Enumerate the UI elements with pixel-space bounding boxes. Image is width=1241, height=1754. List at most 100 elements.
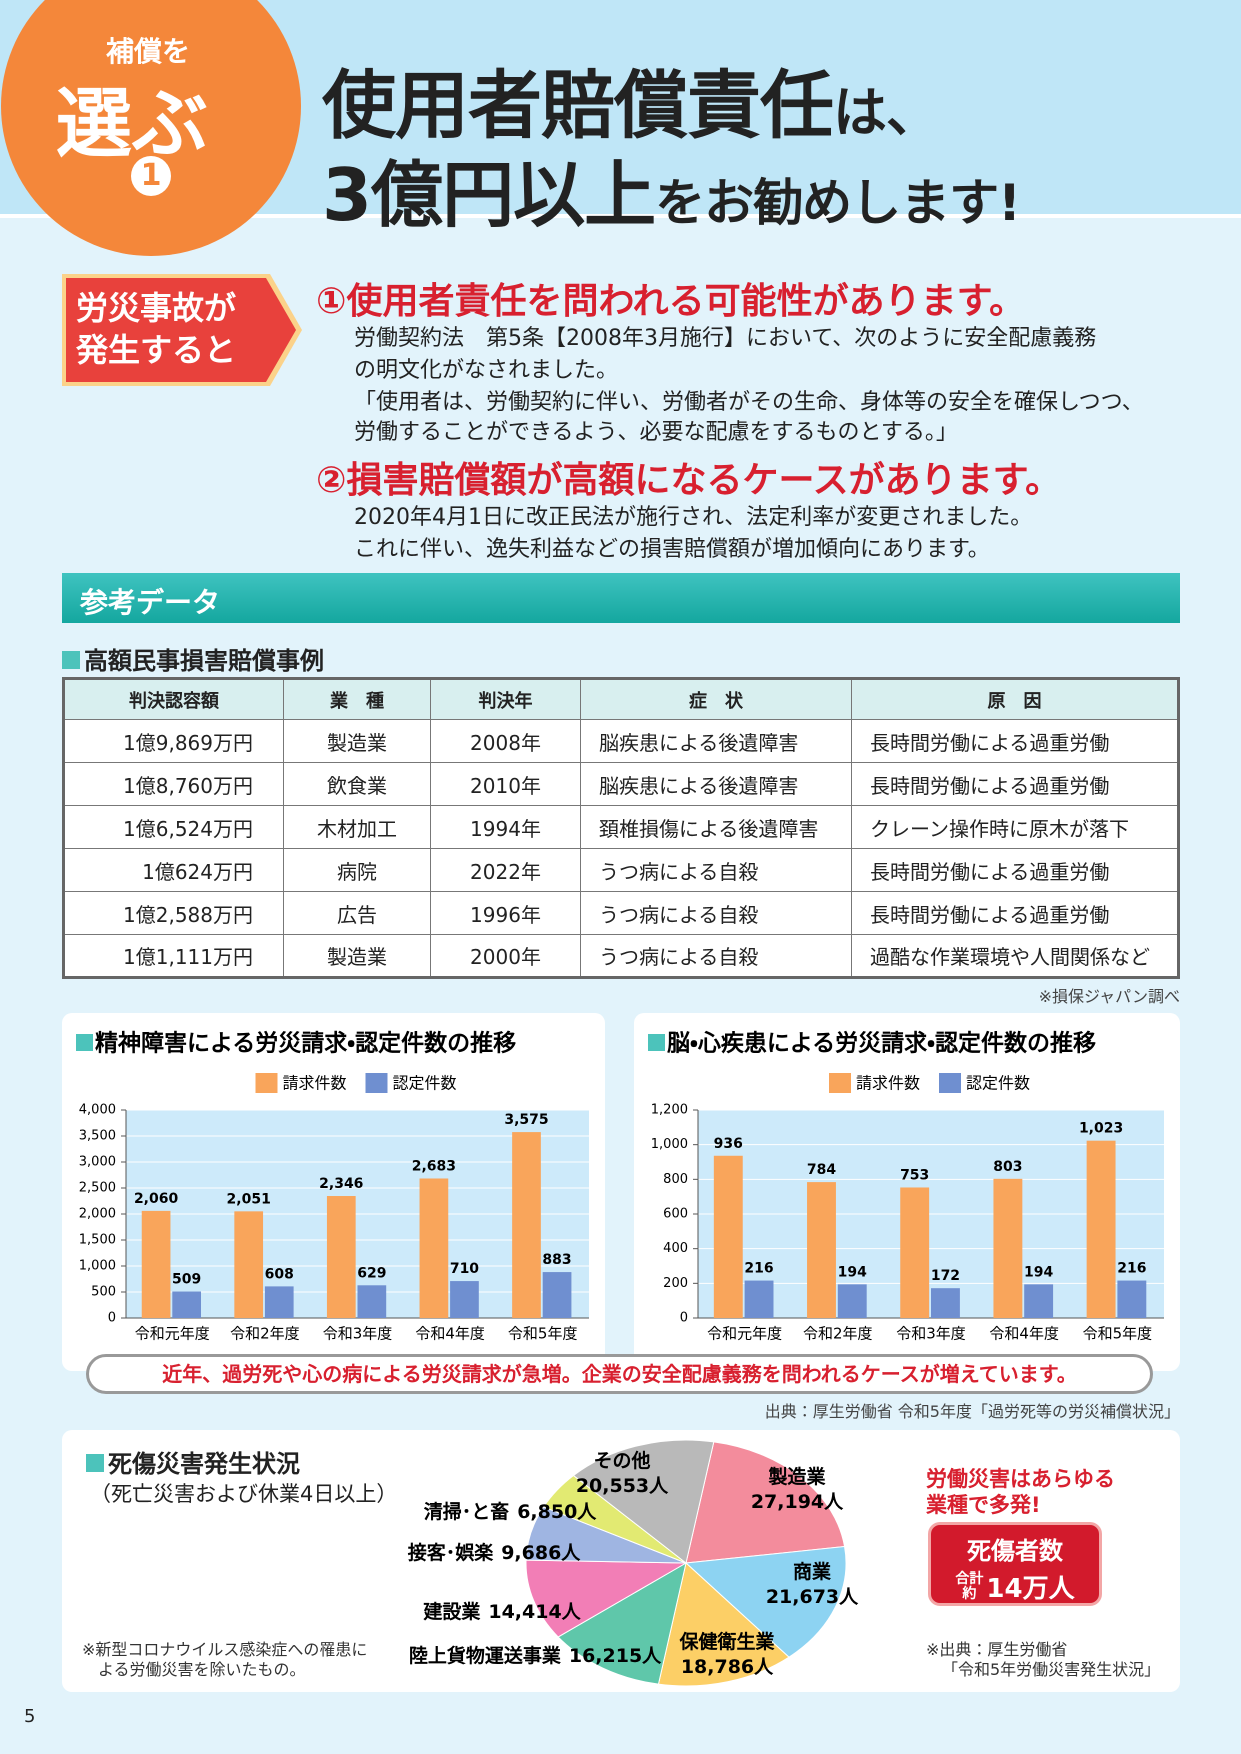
- slice-name: 商業: [793, 1560, 832, 1583]
- header-cell: 業 種: [283, 678, 431, 720]
- table-cell: 製造業: [283, 934, 431, 978]
- value-label: 2,051: [227, 1191, 271, 1207]
- badge-shape: [66, 278, 296, 382]
- y-tick-label: 400: [663, 1241, 688, 1256]
- body-line: 労働することができるよう、必要な配慮をするものとする。」: [354, 420, 958, 445]
- table-cell: 広告: [283, 891, 431, 935]
- slice-value: 20,553人: [576, 1475, 669, 1497]
- slice-value: 21,673人: [766, 1586, 859, 1608]
- body-line: 労働契約法 第5条【2008年3月施行】において、次のように安全配慮義務: [354, 326, 1097, 351]
- x-tick-label: 令和2年度: [230, 1325, 300, 1343]
- square-icon: [86, 1454, 104, 1472]
- table-cell: 1億8,760万円: [63, 762, 284, 806]
- slice-label: 接客･娯楽 9,686人: [408, 1541, 582, 1564]
- chart-panel: 脳・心疾患による労災請求・認定件数の推移 請求件数 認定件数 0 200 400 600 80…: [634, 1013, 1180, 1371]
- badge-text: 労災事故が: [76, 289, 236, 327]
- point-heading: ②損害賠償額が高額になるケースがあります。: [316, 460, 1062, 501]
- prefix-bottom: 約: [962, 1585, 977, 1602]
- table-cell: うつ病による自殺: [580, 848, 852, 892]
- pie-slice: [685, 1441, 846, 1564]
- highlight: 労働災害はあらゆる 業種で多発!: [926, 1466, 1115, 1518]
- title-main: 3億円以上: [322, 153, 656, 237]
- header-row: 判決認容額業 種判決年症 状原 因: [63, 678, 1179, 720]
- legend-swatch: [939, 1073, 961, 1093]
- body-line: の明文化がなされました。: [354, 358, 619, 383]
- badge-top: 補償を: [106, 35, 191, 68]
- table-cell: 2000年: [430, 934, 581, 978]
- legend-label: 請求件数: [283, 1074, 347, 1093]
- pie-title-text: 死傷災害発生状況: [108, 1450, 300, 1478]
- pie-slice: [557, 1561, 687, 1685]
- table-cell: 1億6,524万円: [63, 805, 284, 849]
- y-tick-label: 4,000: [79, 1103, 116, 1118]
- table-cell: 頚椎損傷による後遺障害: [580, 805, 852, 849]
- pie-title: 死傷災害発生状況: [86, 1444, 300, 1479]
- case-table: 判決認容額業 種判決年症 状原 因 1億9,869万円 製造業 2008年 脳疾患によ…: [62, 677, 1180, 979]
- table-cell: 長時間労働による過重労働: [851, 762, 1179, 806]
- table-row: 1億6,524万円 木材加工 1994年 頚椎損傷による後遺障害 クレーン操作時に原木が…: [63, 805, 1179, 849]
- bar: [837, 1284, 867, 1318]
- value-label: 784: [807, 1162, 836, 1178]
- badge-main: 選ぶ: [56, 79, 208, 168]
- total-row: 合計約 14万人: [931, 1568, 1099, 1605]
- value-label: 509: [172, 1272, 201, 1288]
- total-value: 14万人: [986, 1574, 1075, 1604]
- highlight-line: 労働災害はあらゆる: [926, 1467, 1115, 1491]
- header-cell: 判決年: [430, 678, 581, 720]
- bar: [713, 1155, 743, 1318]
- table-cell: 2022年: [430, 848, 581, 892]
- legend-swatch: [255, 1073, 278, 1093]
- bar: [450, 1281, 479, 1318]
- bar: [807, 1182, 836, 1318]
- pie-subtitle: （死亡災害および休業4日以上）: [90, 1482, 398, 1506]
- y-tick-label: 500: [91, 1285, 116, 1300]
- slice-label: 陸上貨物運送事業 16,215人: [409, 1644, 662, 1667]
- y-tick-label: 1,500: [79, 1233, 116, 1248]
- bar: [264, 1286, 294, 1318]
- header-cell: 原 因: [851, 678, 1179, 720]
- table-cell: 長時間労働による過重労働: [851, 891, 1179, 935]
- value-label: 1,023: [1079, 1121, 1123, 1137]
- bar: [1117, 1280, 1147, 1318]
- slice-label: 保健衛生業 18,786人: [678, 1630, 775, 1678]
- table-cell: 1996年: [430, 891, 581, 935]
- title-line-2: 3億円以上をお勧めします!: [322, 136, 1021, 241]
- title-main: 使用者賠償責任: [322, 63, 834, 149]
- table-row: 1億624万円 病院 2022年 うつ病による自殺 長時間労働による過重労働: [63, 848, 1179, 892]
- x-tick-label: 令和元年度: [707, 1325, 782, 1343]
- slice-label: 清掃･と畜 6,850人: [424, 1500, 598, 1523]
- value-label: 803: [993, 1159, 1022, 1175]
- slice-name: 清掃･と畜: [424, 1500, 510, 1523]
- value-label: 2,683: [412, 1158, 456, 1174]
- bar: [1086, 1140, 1116, 1318]
- table-cell: 1億2,588万円: [63, 891, 284, 935]
- chart-panel: 精神障害による労災請求・認定件数の推移 請求件数 認定件数 0 500 1,000 1,50…: [62, 1013, 605, 1371]
- x-tick-label: 令和3年度: [896, 1325, 966, 1343]
- slice-name: 建設業: [422, 1600, 481, 1623]
- table-cell: 脳疾患による後遺障害: [580, 762, 852, 806]
- slice-label: 商業 21,673人: [766, 1560, 859, 1608]
- table-cell: 1億9,869万円: [63, 719, 284, 763]
- table-cell: 1億624万円: [63, 848, 284, 892]
- y-tick-label: 600: [663, 1207, 688, 1222]
- square-icon: [648, 1034, 665, 1051]
- bar: [234, 1211, 264, 1318]
- bar: [512, 1132, 541, 1318]
- y-tick-label: 3,000: [79, 1155, 116, 1170]
- table-cell: 病院: [283, 848, 431, 892]
- bar: [357, 1285, 387, 1318]
- slice-value: 18,786人: [681, 1656, 774, 1678]
- legend-swatch: [365, 1073, 388, 1093]
- table-row: 1億9,869万円 製造業 2008年 脳疾患による後遺障害 長時間労働による過重労働: [63, 719, 1179, 763]
- pie-slice: [657, 1562, 790, 1687]
- source-line: 「令和5年労働災害発生状況」: [942, 1660, 1161, 1679]
- table-cell: 製造業: [283, 719, 431, 763]
- table-row: 1億8,760万円 飲食業 2010年 脳疾患による後遺障害 長時間労働による過重労働: [63, 762, 1179, 806]
- bar: [993, 1178, 1023, 1318]
- slice-name: その他: [593, 1449, 650, 1472]
- total-label: 死傷者数: [967, 1537, 1063, 1565]
- square-icon: [62, 651, 80, 669]
- legend-label: 認定件数: [966, 1074, 1030, 1093]
